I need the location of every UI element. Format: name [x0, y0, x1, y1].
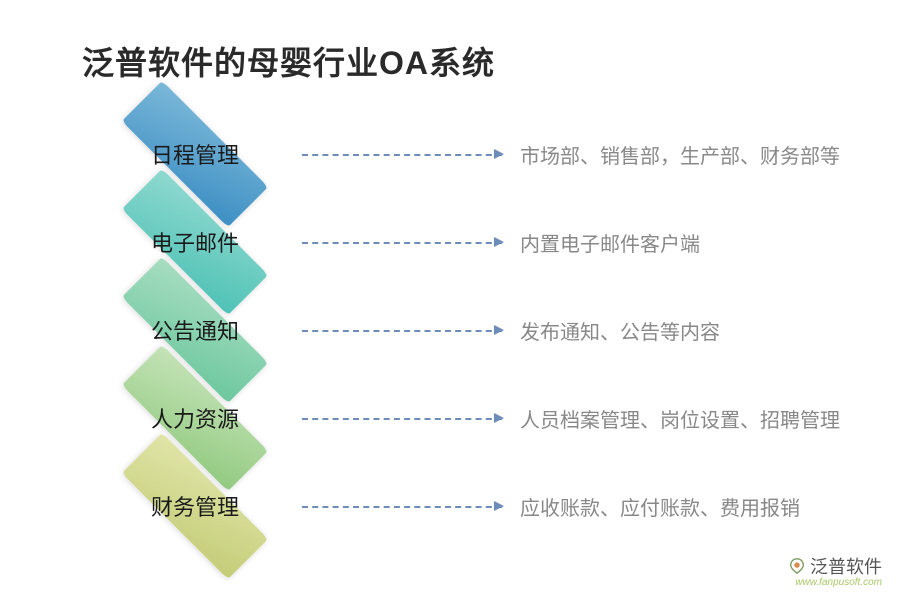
diamond-label: 人力资源 — [151, 402, 239, 434]
diamond-label: 公告通知 — [151, 314, 239, 346]
feature-row: 电子邮件 内置电子邮件客户端 — [80, 198, 860, 286]
diamond-node: 财务管理 — [80, 462, 310, 550]
feature-description: 人员档案管理、岗位设置、招聘管理 — [520, 404, 840, 433]
page-title: 泛普软件的母婴行业OA系统 — [82, 38, 495, 84]
diamond-node: 公告通知 — [80, 286, 310, 374]
diamond-label: 日程管理 — [151, 138, 239, 170]
diamond-label: 财务管理 — [151, 490, 239, 522]
feature-description: 市场部、销售部，生产部、财务部等 — [520, 140, 840, 169]
brand-logo-icon — [788, 557, 806, 575]
feature-diagram: 日程管理 市场部、销售部，生产部、财务部等电子邮件 内置电子邮件客户端公告通知 发布通… — [80, 110, 860, 550]
watermark: 泛普软件 www.fanpusoft.com — [788, 553, 882, 588]
feature-description: 发布通知、公告等内容 — [520, 316, 720, 345]
feature-row: 日程管理 市场部、销售部，生产部、财务部等 — [80, 110, 860, 198]
feature-description: 应收账款、应付账款、费用报销 — [520, 492, 800, 521]
diamond-node: 日程管理 — [80, 110, 310, 198]
connector-line — [302, 506, 502, 507]
arrow-right-icon — [494, 149, 504, 159]
feature-description: 内置电子邮件客户端 — [520, 228, 700, 257]
arrow-right-icon — [494, 501, 504, 511]
connector-line — [302, 330, 502, 331]
diamond-node: 电子邮件 — [80, 198, 310, 286]
diamond-label: 电子邮件 — [151, 226, 239, 258]
feature-row: 公告通知 发布通知、公告等内容 — [80, 286, 860, 374]
connector-line — [302, 418, 502, 419]
connector-line — [302, 154, 502, 155]
arrow-right-icon — [494, 325, 504, 335]
arrow-right-icon — [494, 413, 504, 423]
diamond-node: 人力资源 — [80, 374, 310, 462]
feature-row: 人力资源 人员档案管理、岗位设置、招聘管理 — [80, 374, 860, 462]
brand-url: www.fanpusoft.com — [788, 577, 882, 588]
connector-line — [302, 242, 502, 243]
brand-name: 泛普软件 — [810, 553, 882, 579]
feature-row: 财务管理 应收账款、应付账款、费用报销 — [80, 462, 860, 550]
arrow-right-icon — [494, 237, 504, 247]
